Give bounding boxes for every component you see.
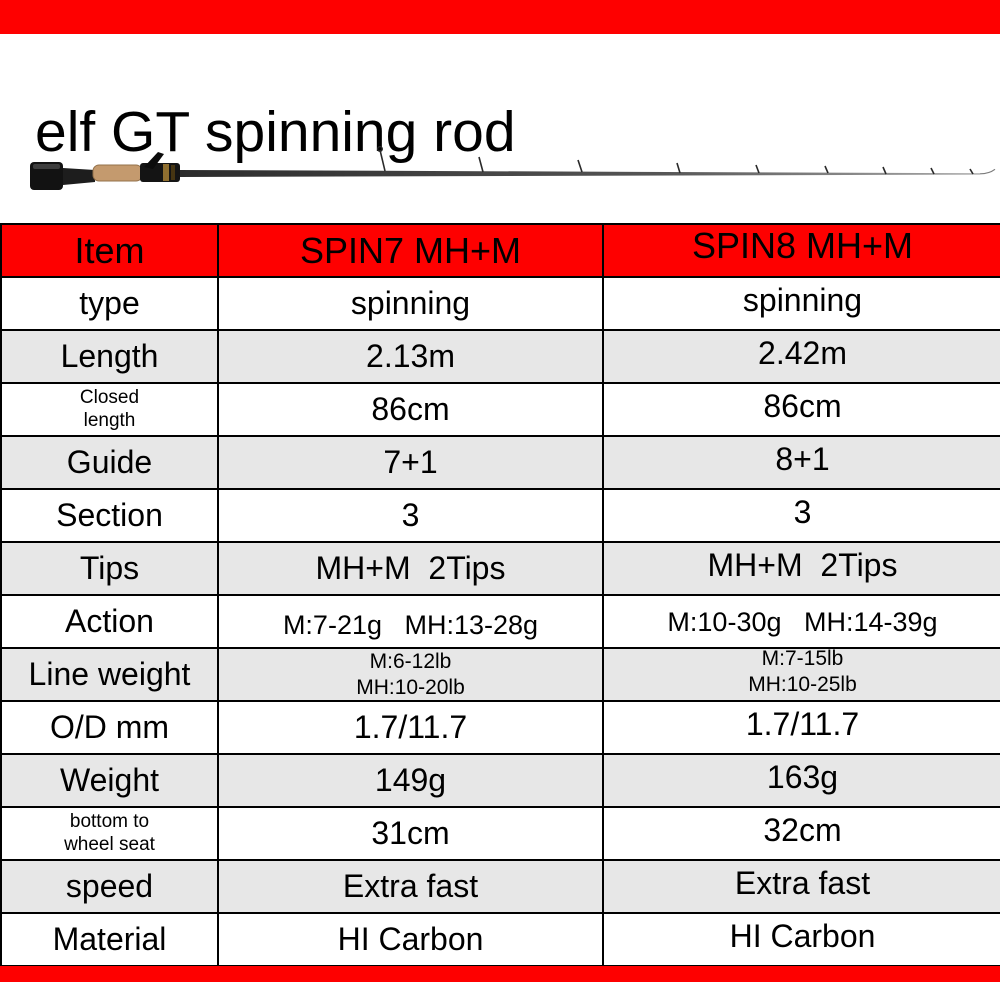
spec-row-closed-length: Closed length 86cm 86cm (0, 382, 1000, 437)
spec-value-spin8: 2.42m (602, 329, 1000, 384)
rod-tip (979, 168, 996, 175)
spec-label: bottom to wheel seat (0, 806, 219, 862)
spec-row-length: Length 2.13m 2.42m (0, 329, 1000, 384)
header-item: Item (0, 223, 219, 278)
spec-row-bottom-to-wheel-seat: bottom to wheel seat 31cm 32cm (0, 806, 1000, 862)
spec-row-weight: Weight 149g 163g (0, 753, 1000, 809)
spec-value-spin8: 32cm (602, 806, 1000, 862)
spec-value-spin7: 31cm (217, 806, 604, 862)
spec-value-spin8: 86cm (602, 382, 1000, 437)
spec-label: type (0, 276, 219, 331)
spec-value-spin8: 1.7/11.7 (602, 700, 1000, 756)
spec-row-od-mm: O/D mm 1.7/11.7 1.7/11.7 (0, 700, 1000, 756)
spinning-rod-image (30, 145, 996, 190)
rod-guides (377, 145, 974, 175)
spec-label: Material (0, 912, 219, 968)
spec-value-spin8: HI Carbon (602, 912, 1000, 968)
spec-label: Closed length (0, 382, 219, 437)
spec-value-spin8: spinning (602, 276, 1000, 331)
spec-label: Weight (0, 753, 219, 809)
spec-value-spin8: M:10-30g MH:14-39g (602, 594, 1000, 649)
spec-row-speed: speed Extra fast Extra fast (0, 859, 1000, 915)
header-spin8: SPIN8 MH+M (602, 223, 1000, 278)
spec-label: Tips (0, 541, 219, 596)
spec-row-action: Action M:7-21g MH:13-28g M:10-30g MH:14-… (0, 594, 1000, 649)
page-title: elf GT spinning rod (35, 100, 516, 165)
header-row: Item SPIN7 MH+M SPIN8 MH+M (0, 223, 1000, 278)
spec-value-spin7: HI Carbon (217, 912, 604, 968)
spec-label: O/D mm (0, 700, 219, 756)
spec-value-spin8: M:7-15lb MH:10-25lb (602, 646, 1000, 703)
rod-rear-grip (63, 168, 95, 185)
spec-row-tips: Tips MH+M 2Tips MH+M 2Tips (0, 541, 1000, 596)
rod-cork-grip (92, 164, 143, 182)
spec-value-spin7: 2.13m (217, 329, 604, 384)
spec-value-spin8: 163g (602, 753, 1000, 809)
spec-value-spin7: M:6-12lb MH:10-20lb (217, 646, 604, 703)
spec-value-spin7: Extra fast (217, 859, 604, 915)
spec-row-line-weight: Line weight M:6-12lb MH:10-20lb M:7-15lb… (0, 646, 1000, 703)
bottom-red-banner (0, 966, 1000, 982)
spec-value-spin7: MH+M 2Tips (217, 541, 604, 596)
spec-row-section: Section 3 3 (0, 488, 1000, 543)
spec-value-spin8: Extra fast (602, 859, 1000, 915)
spec-label: Line weight (0, 646, 219, 703)
rod-blank (180, 170, 980, 177)
spec-label: speed (0, 859, 219, 915)
spec-value-spin8: MH+M 2Tips (602, 541, 1000, 596)
spec-value-spin8: 8+1 (602, 435, 1000, 490)
spec-value-spin7: 1.7/11.7 (217, 700, 604, 756)
spec-value-spin7: 3 (217, 488, 604, 543)
spec-row-guide: Guide 7+1 8+1 (0, 435, 1000, 490)
spec-value-spin7: 86cm (217, 382, 604, 437)
spec-value-spin8: 3 (602, 488, 1000, 543)
spec-value-spin7: 149g (217, 753, 604, 809)
rod-butt-cap (30, 162, 63, 190)
spec-label: Section (0, 488, 219, 543)
spec-row-type: type spinning spinning (0, 276, 1000, 331)
rod-reel-seat (140, 152, 180, 182)
top-red-banner (0, 0, 1000, 34)
spec-row-material: Material HI Carbon HI Carbon (0, 912, 1000, 968)
spec-value-spin7: M:7-21g MH:13-28g (217, 594, 604, 649)
spec-value-spin7: 7+1 (217, 435, 604, 490)
spec-value-spin7: spinning (217, 276, 604, 331)
spec-label: Action (0, 594, 219, 649)
spec-label: Guide (0, 435, 219, 490)
spec-label: Length (0, 329, 219, 384)
spec-table: Item SPIN7 MH+M SPIN8 MH+M type spinning… (0, 223, 1000, 968)
header-spin7: SPIN7 MH+M (217, 223, 604, 278)
